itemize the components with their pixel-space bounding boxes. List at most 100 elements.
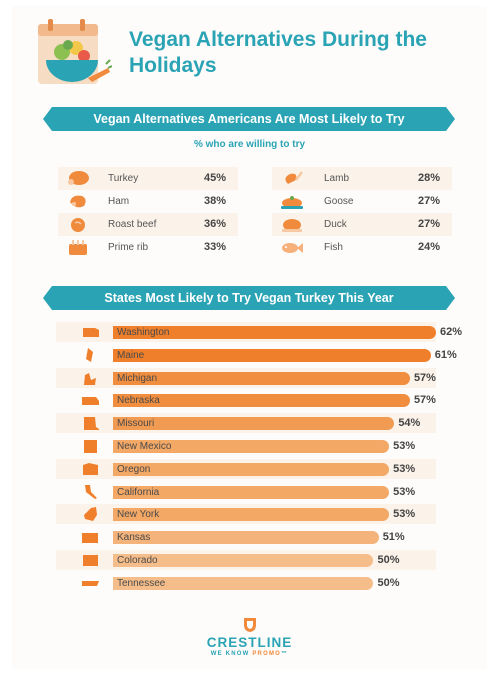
state-row: California 53% (56, 482, 436, 502)
page-title: Vegan Alternatives During the Holidays (129, 28, 427, 77)
bar-value-label: 50% (377, 576, 400, 589)
oregon-map-icon (83, 462, 98, 475)
missouri-map-icon (84, 417, 99, 431)
food-name: Lamb (324, 173, 350, 184)
bar-value-label: 54% (398, 417, 421, 430)
food-row-goose: Goose 27% (272, 190, 452, 213)
fish-icon (282, 243, 303, 253)
bar (113, 440, 390, 453)
bar (113, 531, 379, 545)
state-label: Kansas (117, 532, 151, 544)
turkey-leg-icon (68, 171, 89, 185)
crestline-logo: CRESTLINE WE KNOW PROMO™ (0, 617, 499, 657)
salad-bowl-illustration (38, 19, 112, 84)
nebraska-map-icon (82, 397, 99, 406)
logo-tagline: WE KNOW PROMO™ (210, 651, 289, 657)
bar-value-label: 53% (393, 508, 416, 521)
bar-value-label: 53% (393, 462, 416, 475)
food-percent: 28% (417, 172, 440, 184)
bar (113, 417, 395, 431)
state-label: California (117, 486, 160, 498)
roast-beef-icon (71, 218, 85, 232)
food-row-duck: Duck 27% (272, 213, 452, 236)
section-subtitle: % who are willing to try (193, 139, 306, 150)
bar (113, 371, 410, 385)
food-name: Duck (324, 219, 347, 230)
food-list-left: Turkey 45% Ham 38% Roast beef 36% Prime … (58, 167, 238, 259)
food-name: Ham (108, 196, 130, 207)
bar-value-label: 50% (377, 554, 400, 566)
bar-value-label: 57% (413, 371, 436, 384)
bar (113, 394, 410, 408)
state-label: Oregon (117, 463, 151, 475)
roast-duck-icon (282, 219, 302, 232)
food-name: Prime rib (108, 242, 149, 253)
state-row: Kansas 51% (56, 527, 436, 547)
bar (113, 485, 390, 499)
food-name: Roast beef (108, 219, 157, 230)
bar-value-label: 62% (440, 326, 463, 338)
bar (113, 554, 374, 567)
section-heading-states: States Most Likely to Try Vegan Turkey T… (43, 286, 455, 310)
bar (113, 326, 436, 339)
maine-map-icon (86, 347, 93, 362)
state-row: Missouri 54% (56, 413, 436, 434)
food-name: Goose (324, 196, 354, 207)
tennessee-map-icon (82, 580, 99, 586)
state-label: Nebraska (117, 395, 160, 407)
food-percent: 27% (417, 195, 440, 207)
state-row: Oregon 53% (56, 458, 436, 479)
california-map-icon (85, 484, 97, 499)
washington-map-icon (83, 328, 99, 337)
state-label: Colorado (117, 555, 158, 566)
crest-icon (243, 618, 256, 632)
food-name: Fish (324, 242, 343, 253)
state-row: Tennessee 50% (56, 573, 436, 593)
state-label: Maine (117, 349, 145, 361)
state-label: New Mexico (117, 441, 172, 452)
bar (113, 508, 390, 522)
roast-goose-icon (281, 196, 303, 209)
food-percent: 33% (203, 241, 226, 253)
bar-value-label: 53% (393, 440, 416, 452)
state-row: New Mexico 53% (56, 436, 436, 456)
state-label: Missouri (117, 418, 155, 430)
state-row: Colorado 50% (56, 550, 436, 570)
bar-value-label: 61% (434, 348, 457, 361)
state-label: Tennessee (117, 577, 166, 589)
food-row-prime-rib: Prime rib 33% (58, 236, 238, 259)
state-label: New York (117, 509, 160, 521)
food-row-ham: Ham 38% (58, 190, 238, 213)
food-list-right: Lamb 28% Goose 27% Duck 27% Fish 24% (272, 167, 452, 259)
state-label: Washington (117, 327, 170, 338)
state-row: Maine 61% (56, 345, 457, 365)
bar-value-label: 51% (382, 531, 405, 544)
new-mexico-map-icon (84, 440, 97, 453)
state-row: Michigan 57% (56, 367, 436, 388)
food-percent: 45% (203, 172, 226, 184)
food-row-roast-beef: Roast beef 36% (58, 213, 238, 236)
state-row: New York 53% (56, 504, 436, 525)
food-row-lamb: Lamb 28% (272, 167, 452, 190)
bar-value-label: 53% (393, 485, 416, 498)
new-york-map-icon (84, 507, 97, 522)
food-name: Turkey (108, 173, 139, 184)
food-percent: 27% (417, 218, 440, 230)
food-percent: 36% (203, 218, 226, 230)
bar (113, 348, 431, 362)
food-row-turkey: Turkey 45% (58, 167, 238, 190)
food-row-fish: Fish 24% (272, 236, 452, 259)
food-percent: 38% (203, 195, 226, 207)
bar (113, 576, 374, 590)
bar (113, 462, 390, 476)
section-heading-alternatives: Vegan Alternatives Americans Are Most Li… (43, 107, 455, 131)
michigan-map-icon (84, 372, 96, 385)
bar-value-label: 57% (413, 394, 436, 407)
state-row: Nebraska 57% (56, 390, 436, 410)
logo-wordmark: CRESTLINE (206, 635, 293, 650)
food-percent: 24% (417, 241, 440, 253)
states-bar-chart: Washington 62% Maine 61% Michigan 57% Nebraska… (56, 322, 462, 594)
ham-icon (70, 195, 86, 208)
kansas-map-icon (82, 533, 98, 544)
state-row: Washington 62% (56, 322, 462, 342)
